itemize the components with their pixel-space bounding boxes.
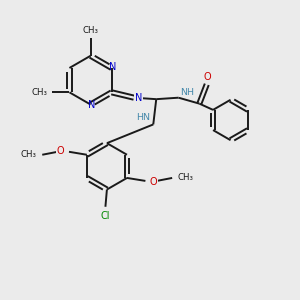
Text: N: N bbox=[109, 62, 116, 72]
Text: HN: HN bbox=[136, 112, 150, 122]
Text: CH₃: CH₃ bbox=[32, 88, 48, 97]
Text: NH: NH bbox=[180, 88, 194, 97]
Text: N: N bbox=[88, 100, 95, 110]
Text: CH₃: CH₃ bbox=[21, 150, 37, 159]
Text: N: N bbox=[135, 93, 142, 103]
Text: O: O bbox=[204, 73, 212, 82]
Text: CH₃: CH₃ bbox=[178, 173, 194, 182]
Text: O: O bbox=[57, 146, 64, 156]
Text: O: O bbox=[150, 176, 158, 187]
Text: Cl: Cl bbox=[101, 211, 110, 221]
Text: CH₃: CH₃ bbox=[82, 26, 99, 35]
